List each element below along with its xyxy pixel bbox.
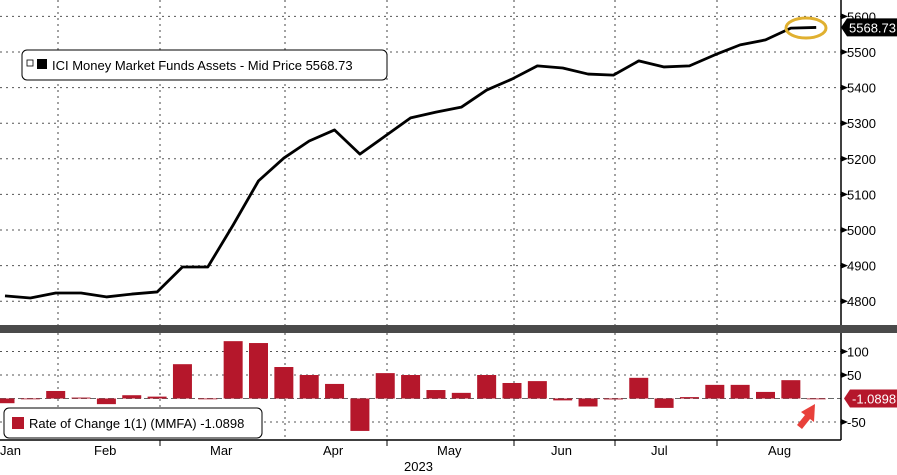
roc-bar <box>299 375 319 399</box>
top-legend-box <box>21 49 388 81</box>
roc-bar <box>71 397 91 399</box>
roc-bar <box>375 373 395 399</box>
roc-bar <box>527 381 547 399</box>
panel-divider <box>0 325 897 333</box>
roc-bar <box>654 398 674 408</box>
arrow-annotation <box>797 404 815 429</box>
y-tick-label: 5100 <box>847 187 876 202</box>
bottom-legend-box <box>3 407 263 439</box>
roc-bar <box>477 375 497 399</box>
last-roc-label: -1.0898 <box>852 392 896 407</box>
legend-swatch <box>12 417 24 429</box>
roc-bar <box>730 384 750 399</box>
roc-bar <box>806 398 826 400</box>
tick-mark <box>841 262 848 269</box>
tick-mark <box>841 84 848 91</box>
month-label: Apr <box>323 443 344 458</box>
bottom-legend-label: Rate of Change 1(1) (MMFA) -1.0898 <box>29 416 244 431</box>
y-tick-label: 4800 <box>847 294 876 309</box>
y-tick-label: 5000 <box>847 223 876 238</box>
tick-mark <box>841 155 848 162</box>
year-label: 2023 <box>404 459 433 474</box>
tick-mark <box>841 191 848 198</box>
y-tick-label: 5300 <box>847 116 876 131</box>
y-tick-label: 4900 <box>847 259 876 274</box>
month-label: Aug <box>768 443 791 458</box>
month-label: Jul <box>651 443 668 458</box>
labels: 480049005000510052005300540055005600-505… <box>0 9 897 474</box>
roc-bar <box>274 367 294 399</box>
last-price-label: 5568.73 <box>849 20 896 35</box>
tick-mark <box>841 419 848 425</box>
month-label: Mar <box>210 443 233 458</box>
axes <box>0 0 897 446</box>
last-price-tag <box>841 18 897 37</box>
legend-swatch <box>37 59 47 69</box>
legend-expand-icon <box>26 59 34 67</box>
roc-bar <box>147 396 167 399</box>
top-legend-label: ICI Money Market Funds Assets - Mid Pric… <box>52 58 353 73</box>
tick-mark <box>841 348 848 355</box>
roc-bar <box>426 390 446 399</box>
tick-mark <box>841 372 848 378</box>
roc-bar <box>122 395 142 399</box>
roc-bar <box>325 383 345 399</box>
y-tick-label: 100 <box>847 345 869 360</box>
month-label: Feb <box>94 443 116 458</box>
roc-bar <box>553 398 573 401</box>
y-tick-label: 5500 <box>847 45 876 60</box>
marks <box>0 26 826 431</box>
roc-bar <box>756 391 775 399</box>
tick-mark <box>841 120 848 127</box>
roc-bar <box>198 398 218 400</box>
tick-mark <box>841 227 848 233</box>
roc-bar <box>629 377 649 399</box>
roc-bar <box>679 397 699 399</box>
month-label: May <box>437 443 462 458</box>
roc-bar <box>401 375 421 399</box>
y-tick-label: 50 <box>847 368 861 383</box>
roc-bar <box>781 380 801 399</box>
tick-mark <box>841 298 848 305</box>
tick-mark <box>841 49 848 55</box>
tick-mark <box>841 13 848 20</box>
roc-bar <box>705 384 725 399</box>
roc-bar <box>578 398 598 407</box>
y-tick-label: -50 <box>847 415 866 430</box>
roc-bar <box>451 392 471 399</box>
month-label: Jun <box>551 443 572 458</box>
highlight-ellipse <box>784 16 828 40</box>
roc-bar <box>172 364 192 399</box>
last-roc-tag <box>844 389 897 408</box>
roc-bar <box>603 398 623 400</box>
roc-bar <box>46 390 66 399</box>
y-tick-label: 5400 <box>847 81 876 96</box>
roc-bar <box>20 398 40 400</box>
roc-bar <box>223 341 243 399</box>
y-tick-label: 5200 <box>847 152 876 167</box>
roc-bar <box>249 343 268 399</box>
roc-bar <box>350 398 370 431</box>
roc-bar <box>0 398 15 404</box>
roc-bar <box>96 398 116 405</box>
roc-bar <box>502 382 522 399</box>
month-label: Jan <box>0 443 21 458</box>
